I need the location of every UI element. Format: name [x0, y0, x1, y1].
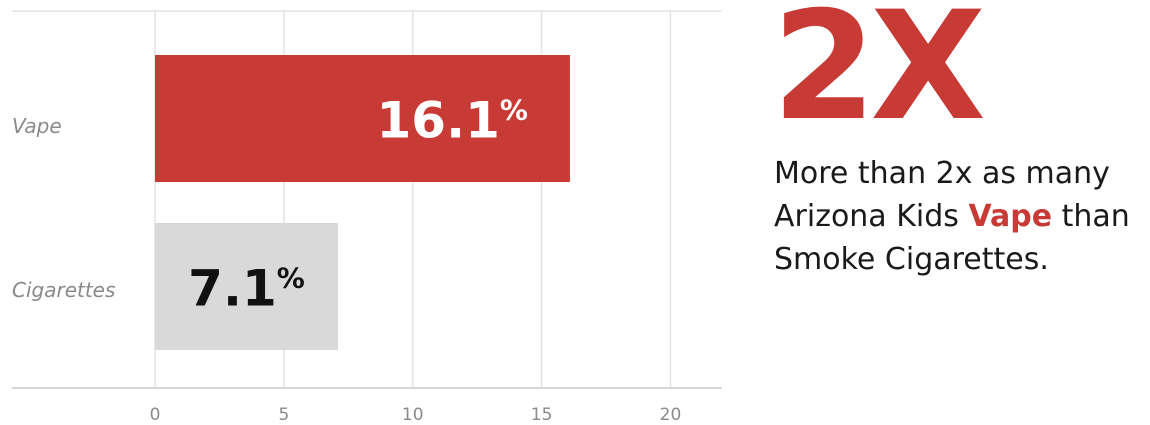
bar-cigarettes [155, 223, 338, 350]
callout-line-2-suffix: than [1052, 199, 1130, 234]
bar-vape [155, 55, 570, 182]
callout-line-1: More than 2x as many [774, 156, 1110, 191]
x-tick-label: 5 [278, 405, 289, 425]
x-tick-label: 20 [660, 405, 682, 425]
category-label-cigarettes: Cigarettes [12, 278, 115, 302]
data-label-vape: 16.1% [377, 92, 528, 150]
x-tick-label: 15 [531, 405, 553, 425]
bar-chart: Vape Cigarettes 0 5 10 15 20 16.1% 7.1% [12, 10, 722, 425]
callout-line-2-prefix: Arizona Kids [774, 199, 969, 234]
callout-text: More than 2x as many Arizona Kids Vape t… [774, 152, 1146, 281]
data-labels: 16.1% 7.1% [188, 92, 528, 318]
x-tick-label: 10 [402, 405, 424, 425]
category-labels: Vape Cigarettes [12, 114, 115, 302]
big-number: 2X [772, 0, 986, 154]
callout-line-3: Smoke Cigarettes. [774, 242, 1049, 277]
bars [155, 55, 570, 350]
data-label-cigarettes: 7.1% [188, 260, 305, 318]
callout-highlight-vape: Vape [968, 199, 1053, 234]
category-label-vape: Vape [12, 114, 62, 138]
x-tick-labels: 0 5 10 15 20 [150, 405, 682, 425]
x-tick-label: 0 [150, 405, 161, 425]
